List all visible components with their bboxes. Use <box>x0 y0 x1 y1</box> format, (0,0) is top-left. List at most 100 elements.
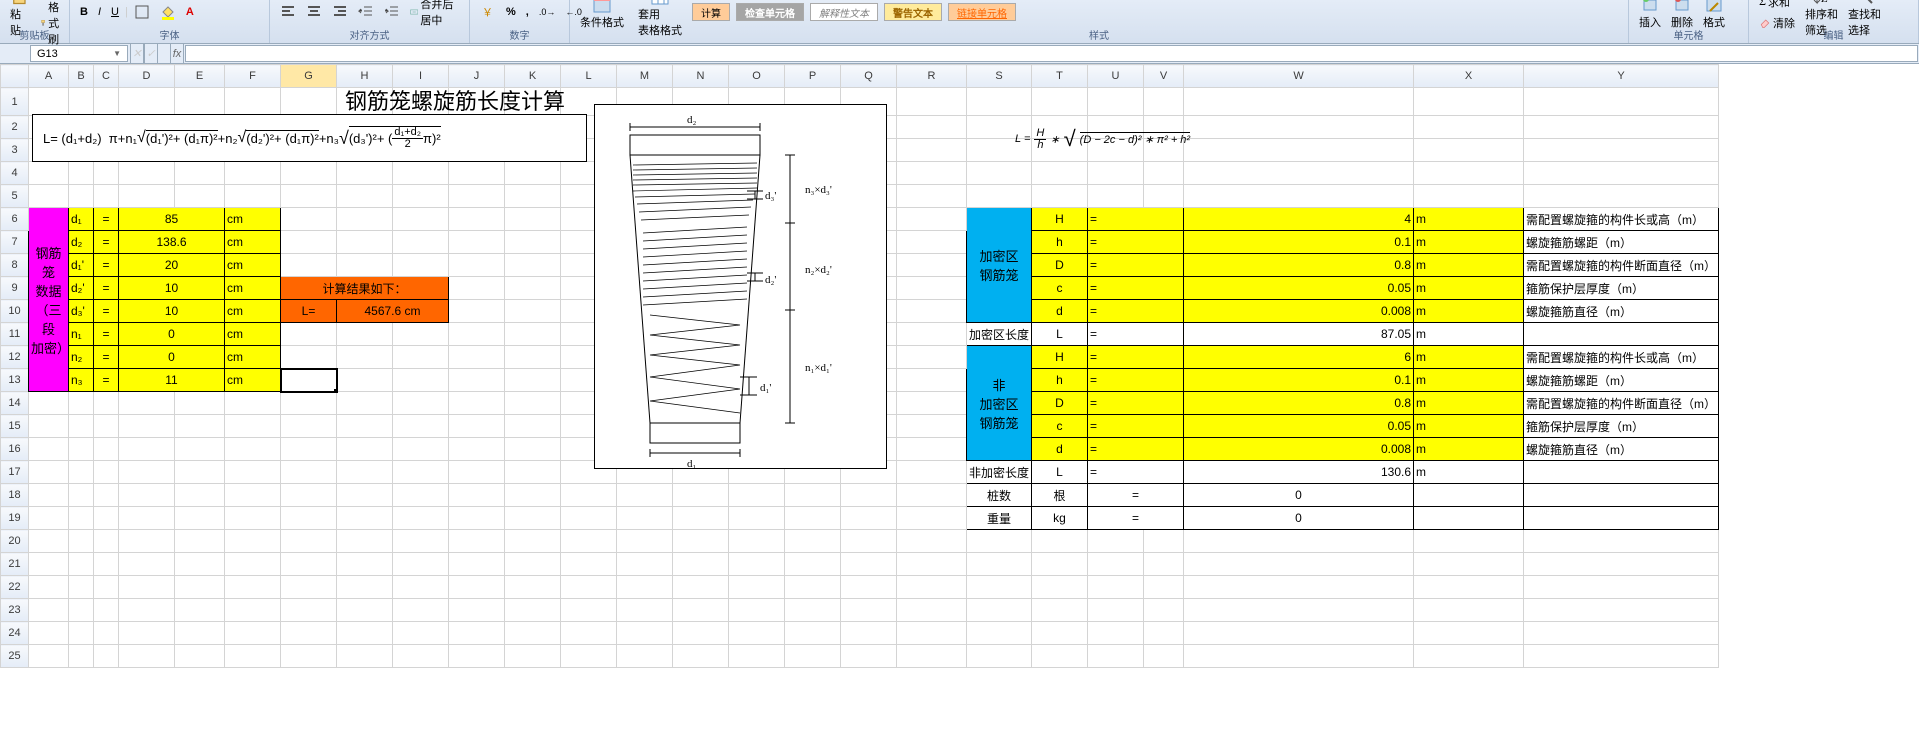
worksheet[interactable]: ABCDEFGHIJKLMNOPQRSTUVWXY123456钢筋笼 数据 （三… <box>0 64 1919 668</box>
col-header-T[interactable]: T <box>1032 65 1088 88</box>
clipboard-group-label: 剪贴板 <box>6 26 63 42</box>
underline-button[interactable]: U <box>107 4 123 20</box>
col-header-M[interactable]: M <box>617 65 673 88</box>
svg-text:d₁: d₁ <box>687 458 697 470</box>
col-header-O[interactable]: O <box>729 65 785 88</box>
fx-button[interactable]: fx <box>170 44 184 63</box>
diag-d2: d₂ <box>687 114 697 126</box>
format-icon <box>1704 0 1724 14</box>
row-header-15[interactable]: 15 <box>1 415 29 438</box>
col-header-L[interactable]: L <box>561 65 617 88</box>
col-header-N[interactable]: N <box>673 65 729 88</box>
row-header-23[interactable]: 23 <box>1 599 29 622</box>
row-header-3[interactable]: 3 <box>1 139 29 162</box>
col-header-S[interactable]: S <box>967 65 1032 88</box>
formula-box-1: L= (d₁+d₂) π+n₁ √(d₁')²+ (d₁π)² +n₂ √(d₂… <box>32 114 587 162</box>
col-header-D[interactable]: D <box>119 65 175 88</box>
formula-input[interactable] <box>185 45 1918 62</box>
style-check[interactable]: 检查单元格 <box>736 3 804 21</box>
col-header-C[interactable]: C <box>94 65 119 88</box>
col-header-V[interactable]: V <box>1144 65 1184 88</box>
diagram: d₂ d₁ <box>594 104 887 469</box>
align-right-icon <box>332 4 348 20</box>
styles-group-label: 样式 <box>576 26 1622 42</box>
align-right-button[interactable] <box>328 2 352 22</box>
svg-text:d₃': d₃' <box>765 190 776 202</box>
row-header-7[interactable]: 7 <box>1 231 29 254</box>
row-header-5[interactable]: 5 <box>1 185 29 208</box>
align-left-button[interactable] <box>276 2 300 22</box>
svg-text:n₂×d₂': n₂×d₂' <box>805 264 832 276</box>
row-header-21[interactable]: 21 <box>1 553 29 576</box>
col-header-F[interactable]: F <box>225 65 281 88</box>
row-header-13[interactable]: 13 <box>1 369 29 392</box>
col-header-Q[interactable]: Q <box>841 65 897 88</box>
row-header-4[interactable]: 4 <box>1 162 29 185</box>
merge-icon <box>410 4 418 20</box>
row-header-20[interactable]: 20 <box>1 530 29 553</box>
indent-dec-button[interactable] <box>354 2 378 22</box>
row-header-22[interactable]: 22 <box>1 576 29 599</box>
row-header-6[interactable]: 6 <box>1 208 29 231</box>
col-header-R[interactable]: R <box>897 65 967 88</box>
col-header-B[interactable]: B <box>69 65 94 88</box>
inc-decimal-button[interactable]: .0→ <box>535 5 560 19</box>
style-link[interactable]: 链接单元格 <box>948 3 1016 21</box>
row-header-12[interactable]: 12 <box>1 346 29 369</box>
row-header-25[interactable]: 25 <box>1 645 29 668</box>
formula-bar: G13 ▼ ✕ ✓ fx <box>0 44 1919 64</box>
align-group-label: 对齐方式 <box>276 26 463 42</box>
align-center-icon <box>306 4 322 20</box>
style-explain[interactable]: 解释性文本 <box>810 3 878 21</box>
row-header-8[interactable]: 8 <box>1 254 29 277</box>
row-header-1[interactable]: 1 <box>1 88 29 116</box>
svg-text:Z: Z <box>1821 0 1828 5</box>
row-header-18[interactable]: 18 <box>1 484 29 507</box>
col-header-P[interactable]: P <box>785 65 841 88</box>
select-all[interactable] <box>1 65 29 88</box>
autosum-button[interactable]: Σ求和 <box>1755 0 1799 12</box>
svg-text:d₂': d₂' <box>765 274 776 286</box>
border-button[interactable] <box>130 2 154 22</box>
col-header-U[interactable]: U <box>1088 65 1144 88</box>
cells-group-label: 单元格 <box>1635 26 1742 42</box>
row-header-24[interactable]: 24 <box>1 622 29 645</box>
col-header-G[interactable]: G <box>281 65 337 88</box>
col-header-X[interactable]: X <box>1414 65 1524 88</box>
col-header-W[interactable]: W <box>1184 65 1414 88</box>
currency-button[interactable]: ￥ <box>476 2 500 22</box>
row-header-9[interactable]: 9 <box>1 277 29 300</box>
comma-button[interactable]: , <box>522 4 533 20</box>
formula-box-2: L = Hh ∗ √(D − 2c − d)² ∗ π² + h² <box>1015 126 1190 152</box>
italic-button[interactable]: I <box>94 4 105 20</box>
enter-icon[interactable]: ✓ <box>144 44 158 63</box>
chevron-down-icon: ▼ <box>113 49 121 58</box>
svg-text:n₃×d₃': n₃×d₃' <box>805 184 832 196</box>
col-header-A[interactable]: A <box>29 65 69 88</box>
cond-format-icon <box>592 0 612 14</box>
font-color-button[interactable]: A <box>182 4 198 20</box>
font-group-label: 字体 <box>76 26 263 42</box>
row-header-10[interactable]: 10 <box>1 300 29 323</box>
align-center-button[interactable] <box>302 2 326 22</box>
row-header-16[interactable]: 16 <box>1 438 29 461</box>
formula2-L: L = <box>1015 133 1030 145</box>
sheet-title: 钢筋笼螺旋筋长度计算 <box>345 84 565 116</box>
name-box[interactable]: G13 ▼ <box>30 45 128 62</box>
cancel-icon[interactable]: ✕ <box>130 44 144 63</box>
bold-button[interactable]: B <box>76 4 92 20</box>
style-warn[interactable]: 警告文本 <box>884 3 942 21</box>
col-header-Y[interactable]: Y <box>1524 65 1719 88</box>
percent-button[interactable]: % <box>502 4 520 20</box>
indent-inc-button[interactable] <box>380 2 404 22</box>
row-header-19[interactable]: 19 <box>1 507 29 530</box>
formula2-h: h <box>1037 140 1043 151</box>
number-group-label: 数字 <box>476 26 563 42</box>
fill-color-button[interactable] <box>156 2 180 22</box>
row-header-11[interactable]: 11 <box>1 323 29 346</box>
style-calc[interactable]: 计算 <box>692 3 730 21</box>
col-header-E[interactable]: E <box>175 65 225 88</box>
row-header-17[interactable]: 17 <box>1 461 29 484</box>
row-header-2[interactable]: 2 <box>1 116 29 139</box>
row-header-14[interactable]: 14 <box>1 392 29 415</box>
